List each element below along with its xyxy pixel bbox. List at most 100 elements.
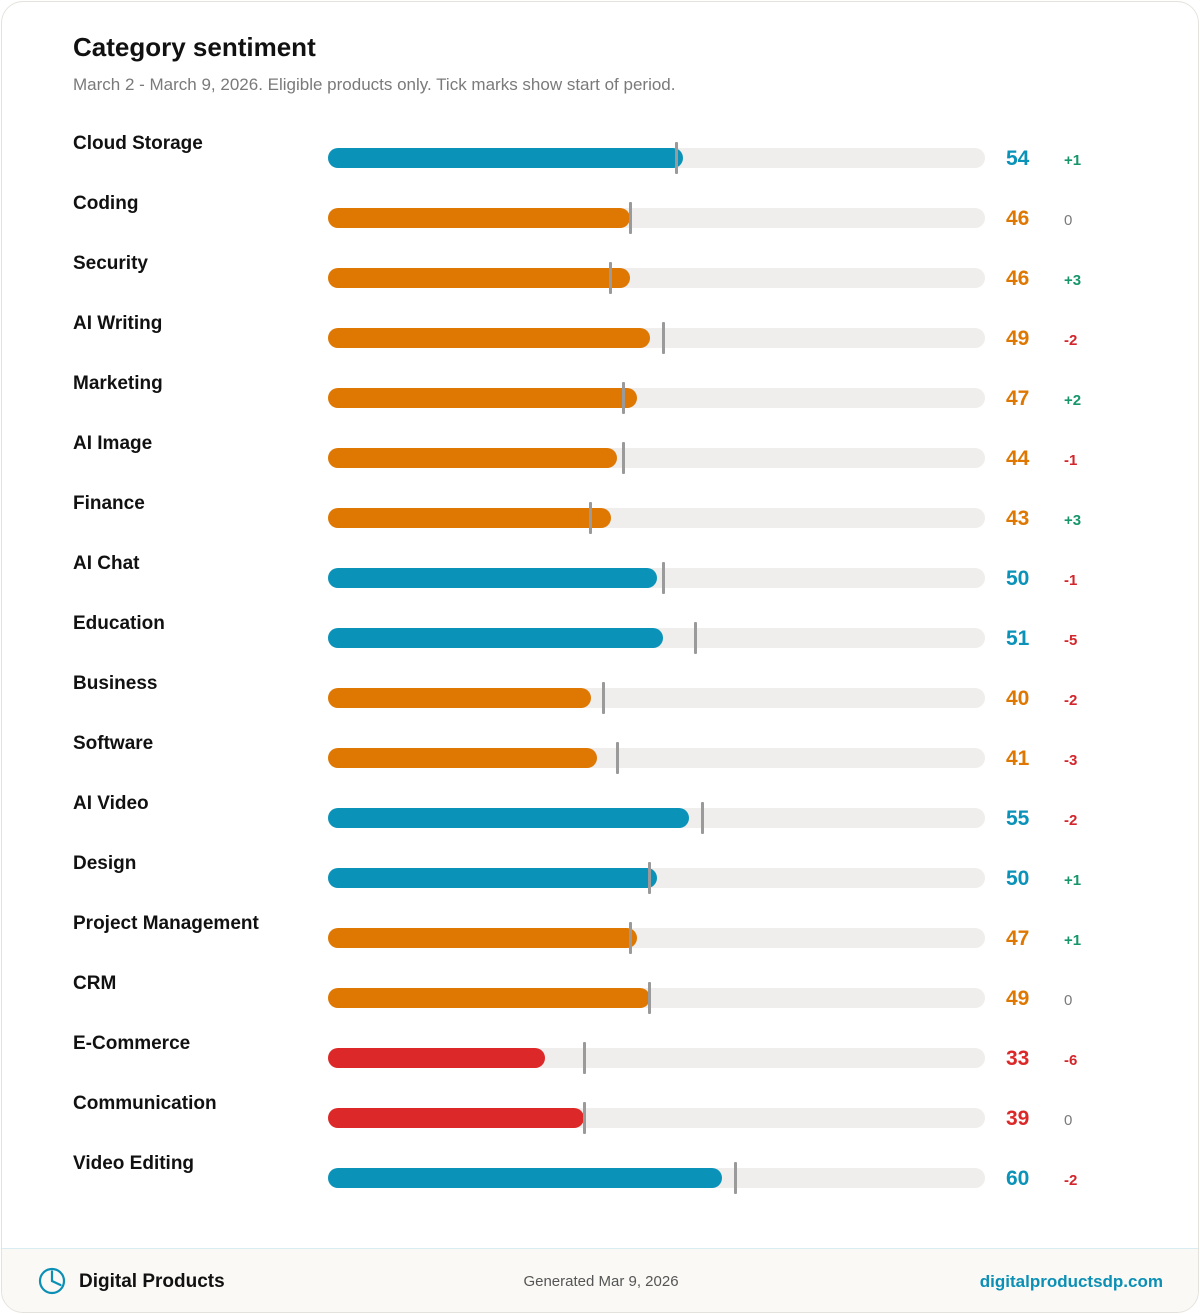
category-label: Education: [73, 613, 165, 634]
start-tick-mark: [602, 682, 606, 714]
start-tick-mark: [661, 322, 665, 354]
bar-row: E-Commerce 33 -6: [2, 1028, 1198, 1088]
start-tick-mark: [609, 262, 612, 294]
start-tick-mark: [648, 982, 652, 1014]
delta-label: +1: [1064, 152, 1082, 169]
category-label: AI Writing: [73, 313, 163, 334]
start-tick-mark: [674, 142, 678, 174]
category-label: E-Commerce: [73, 1033, 191, 1054]
category-label: AI Image: [73, 433, 153, 454]
value-label: 33: [1006, 1047, 1030, 1070]
category-label: Software: [73, 733, 154, 754]
bar-row: Software 41 -3: [2, 728, 1198, 788]
bar-track: [328, 622, 985, 654]
delta-label: 0: [1064, 212, 1073, 229]
bar-row: Project Management 47 +1: [2, 908, 1198, 968]
category-label: Business: [73, 673, 158, 694]
category-label: Communication: [73, 1093, 217, 1114]
start-tick-mark: [622, 442, 626, 474]
value-label: 47: [1006, 387, 1030, 410]
category-label: Cloud Storage: [73, 133, 203, 154]
delta-label: -2: [1064, 1172, 1078, 1189]
bar-track: [328, 382, 985, 414]
pie-chart-icon: [38, 1267, 66, 1295]
brand-name: Digital Products: [79, 1271, 225, 1292]
bar-track: [328, 322, 985, 354]
bar-row: AI Video 55 -2: [2, 788, 1198, 848]
chart-title: Category sentiment: [73, 32, 316, 62]
bar-fill: [328, 1168, 723, 1188]
value-label: 49: [1006, 327, 1030, 350]
delta-label: -2: [1064, 692, 1078, 709]
bar-row: Security 46 +3: [2, 248, 1198, 308]
category-label: CRM: [73, 973, 117, 994]
value-label: 39: [1006, 1107, 1030, 1130]
bar-track: [328, 262, 985, 294]
bar-fill: [328, 448, 618, 468]
category-label: Video Editing: [73, 1153, 195, 1174]
bar-track: [328, 1102, 985, 1134]
value-label: 41: [1006, 747, 1030, 770]
value-label: 47: [1006, 927, 1030, 950]
bar-track: [328, 742, 985, 774]
value-label: 49: [1006, 987, 1030, 1010]
start-tick-mark: [615, 742, 619, 774]
bar-track: [328, 862, 985, 894]
bar-fill: [328, 208, 631, 228]
category-label: AI Chat: [73, 553, 140, 574]
bar-row: AI Image 44 -1: [2, 428, 1198, 488]
start-tick-mark: [628, 922, 632, 954]
start-tick-mark: [733, 1162, 737, 1194]
value-label: 55: [1006, 807, 1030, 830]
value-label: 60: [1006, 1167, 1030, 1190]
bar-fill: [328, 508, 611, 528]
delta-label: 0: [1064, 1112, 1073, 1129]
bar-track: [328, 802, 985, 834]
category-label: Project Management: [73, 913, 259, 934]
delta-label: +3: [1064, 272, 1082, 289]
delta-label: -3: [1064, 752, 1078, 769]
category-label: Coding: [73, 193, 139, 214]
start-tick-mark: [622, 382, 626, 414]
category-label: Finance: [73, 493, 145, 514]
value-label: 50: [1006, 867, 1030, 890]
start-tick-mark: [694, 622, 698, 654]
value-label: 44: [1006, 447, 1030, 470]
bar-fill: [328, 1048, 545, 1068]
bar-fill: [328, 748, 598, 768]
start-tick-mark: [700, 802, 704, 834]
bar-fill: [328, 328, 650, 348]
bar-row: Design 50 +1: [2, 848, 1198, 908]
value-label: 50: [1006, 567, 1030, 590]
bar-track: [328, 202, 985, 234]
bar-track: [328, 502, 985, 534]
bar-fill: [328, 268, 631, 288]
category-label: Security: [73, 253, 148, 274]
delta-label: +1: [1064, 932, 1082, 949]
value-label: 46: [1006, 267, 1030, 290]
bar-fill: [328, 628, 664, 648]
bar-track: [328, 562, 985, 594]
site-link[interactable]: digitalproductsdp.com: [979, 1272, 1163, 1291]
value-label: 46: [1006, 207, 1030, 230]
value-label: 51: [1006, 627, 1030, 650]
delta-label: -1: [1064, 452, 1078, 469]
value-label: 40: [1006, 687, 1030, 710]
bar-row: AI Chat 50 -1: [2, 548, 1198, 608]
delta-label: -2: [1064, 332, 1078, 349]
bar-row: Cloud Storage 54 +1: [2, 128, 1198, 188]
bar-row: CRM 49 0: [2, 968, 1198, 1028]
bar-track: [328, 1042, 985, 1074]
value-label: 43: [1006, 507, 1030, 530]
delta-label: +3: [1064, 512, 1082, 529]
start-tick-mark: [628, 202, 632, 234]
bar-fill: [328, 868, 657, 888]
bar-fill: [328, 568, 657, 588]
bar-track: [328, 982, 985, 1014]
bar-fill: [328, 688, 591, 708]
bar-track: [328, 142, 985, 174]
delta-label: +1: [1064, 872, 1082, 889]
category-label: AI Video: [73, 793, 149, 814]
bar-row: Business 40 -2: [2, 668, 1198, 728]
